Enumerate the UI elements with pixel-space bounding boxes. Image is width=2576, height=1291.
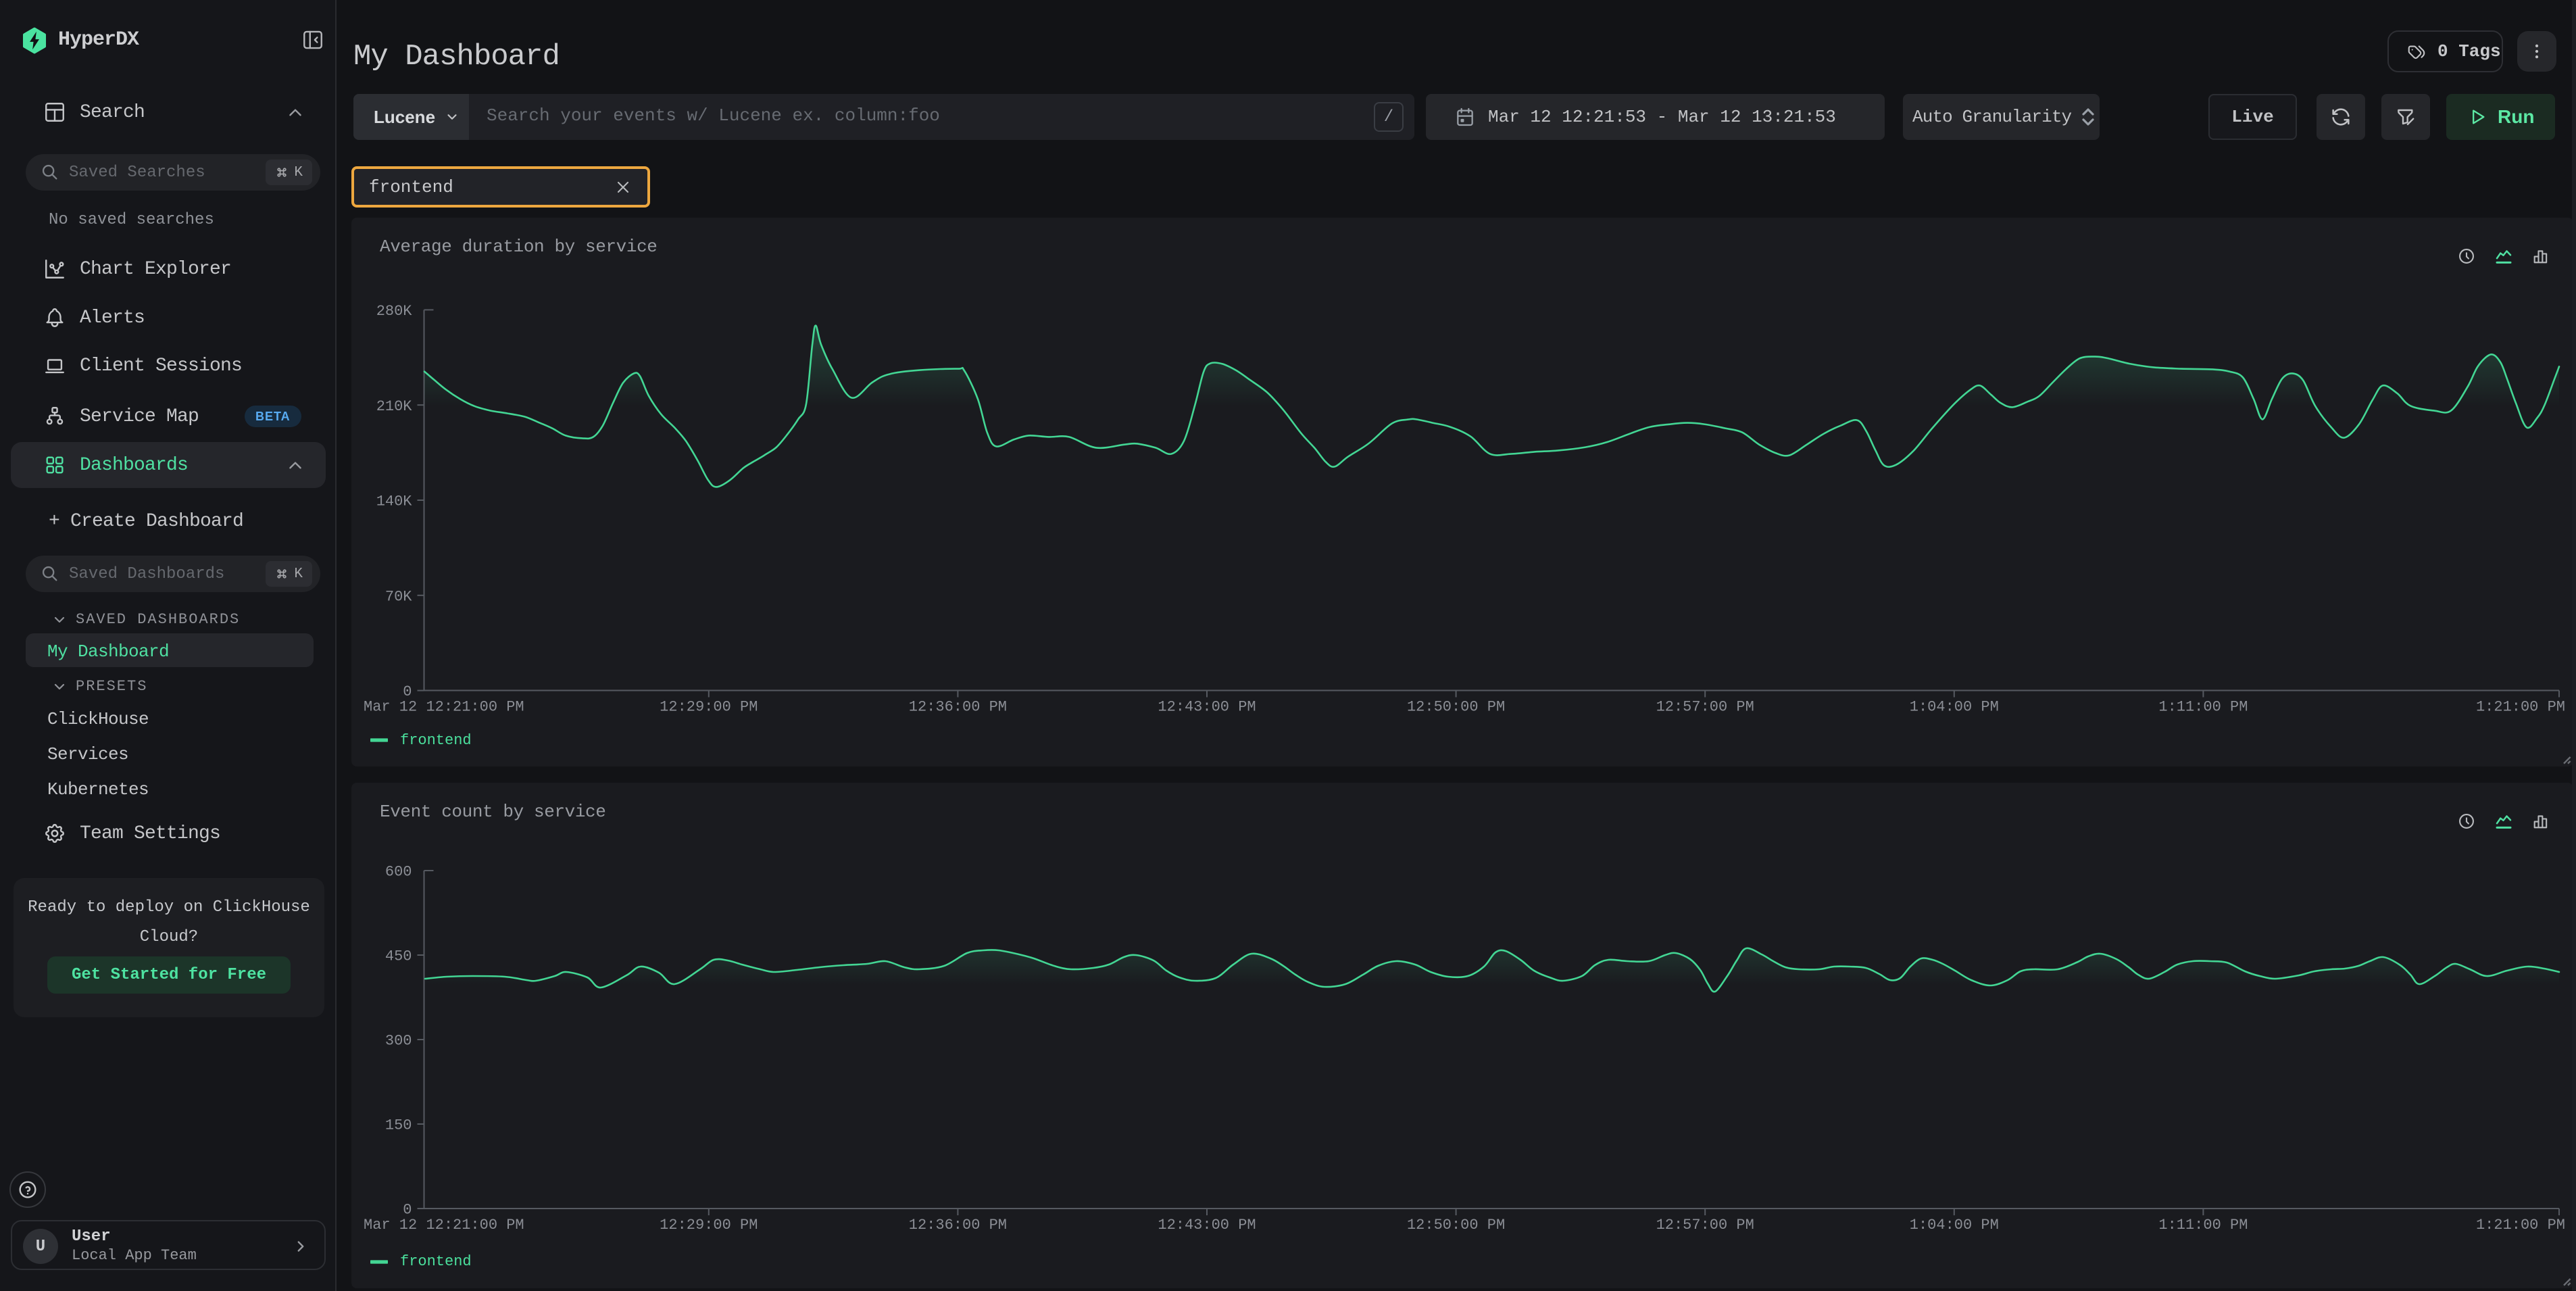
svg-text:12:36:00 PM: 12:36:00 PM — [909, 698, 1007, 715]
svg-text:1:04:00 PM: 1:04:00 PM — [1910, 698, 1999, 715]
svg-text:450: 450 — [385, 948, 412, 965]
svg-text:210K: 210K — [376, 397, 413, 414]
svg-text:12:50:00 PM: 12:50:00 PM — [1407, 1217, 1505, 1234]
svg-text:300: 300 — [385, 1033, 412, 1050]
svg-text:150: 150 — [385, 1117, 412, 1134]
svg-text:70K: 70K — [385, 588, 412, 605]
svg-text:Mar 12 12:21:00 PM: Mar 12 12:21:00 PM — [364, 698, 524, 715]
svg-text:1:21:00 PM: 1:21:00 PM — [2476, 698, 2565, 715]
svg-text:12:50:00 PM: 12:50:00 PM — [1407, 698, 1505, 715]
svg-text:0: 0 — [403, 683, 412, 700]
svg-text:12:43:00 PM: 12:43:00 PM — [1158, 1217, 1256, 1234]
svg-text:12:57:00 PM: 12:57:00 PM — [1656, 698, 1754, 715]
svg-text:1:11:00 PM: 1:11:00 PM — [2158, 698, 2248, 715]
svg-text:Mar 12 12:21:00 PM: Mar 12 12:21:00 PM — [364, 1217, 524, 1234]
svg-text:0: 0 — [403, 1202, 412, 1219]
svg-text:1:04:00 PM: 1:04:00 PM — [1910, 1217, 1999, 1234]
svg-text:600: 600 — [385, 864, 412, 881]
svg-text:12:43:00 PM: 12:43:00 PM — [1158, 698, 1256, 715]
svg-text:12:36:00 PM: 12:36:00 PM — [909, 1217, 1007, 1234]
svg-text:1:21:00 PM: 1:21:00 PM — [2476, 1217, 2565, 1234]
svg-text:140K: 140K — [376, 493, 413, 510]
svg-text:12:29:00 PM: 12:29:00 PM — [660, 698, 758, 715]
svg-text:12:29:00 PM: 12:29:00 PM — [660, 1217, 758, 1234]
svg-text:280K: 280K — [376, 303, 413, 320]
svg-text:1:11:00 PM: 1:11:00 PM — [2158, 1217, 2248, 1234]
svg-text:12:57:00 PM: 12:57:00 PM — [1656, 1217, 1754, 1234]
